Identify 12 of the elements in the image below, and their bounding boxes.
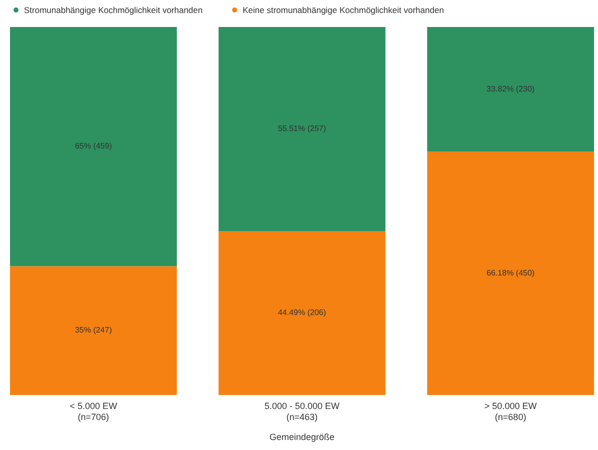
data-label: 55.51% (257) <box>278 124 326 134</box>
data-label: 33.82% (230) <box>486 84 535 94</box>
legend-label: Keine stromunabhängige Kochmöglichkeit vorhanden <box>242 5 444 15</box>
x-tick-label: 5.000 - 50.000 EW (n=463) <box>264 401 340 422</box>
data-label: 44.49% (206) <box>278 308 326 318</box>
x-tick-label: > 50.000 EW (n=680) <box>484 401 538 422</box>
data-label: 66.18% (450) <box>486 268 535 278</box>
data-label: 35% (247) <box>74 326 112 335</box>
x-tick-label: < 5.000 EW (n=706) <box>70 401 118 422</box>
data-label: 65% (459) <box>74 142 112 151</box>
legend-label: Stromunabhängige Kochmöglichkeit vorhanden <box>24 5 203 15</box>
x-axis-title: Gemeindegröße <box>269 432 335 442</box>
